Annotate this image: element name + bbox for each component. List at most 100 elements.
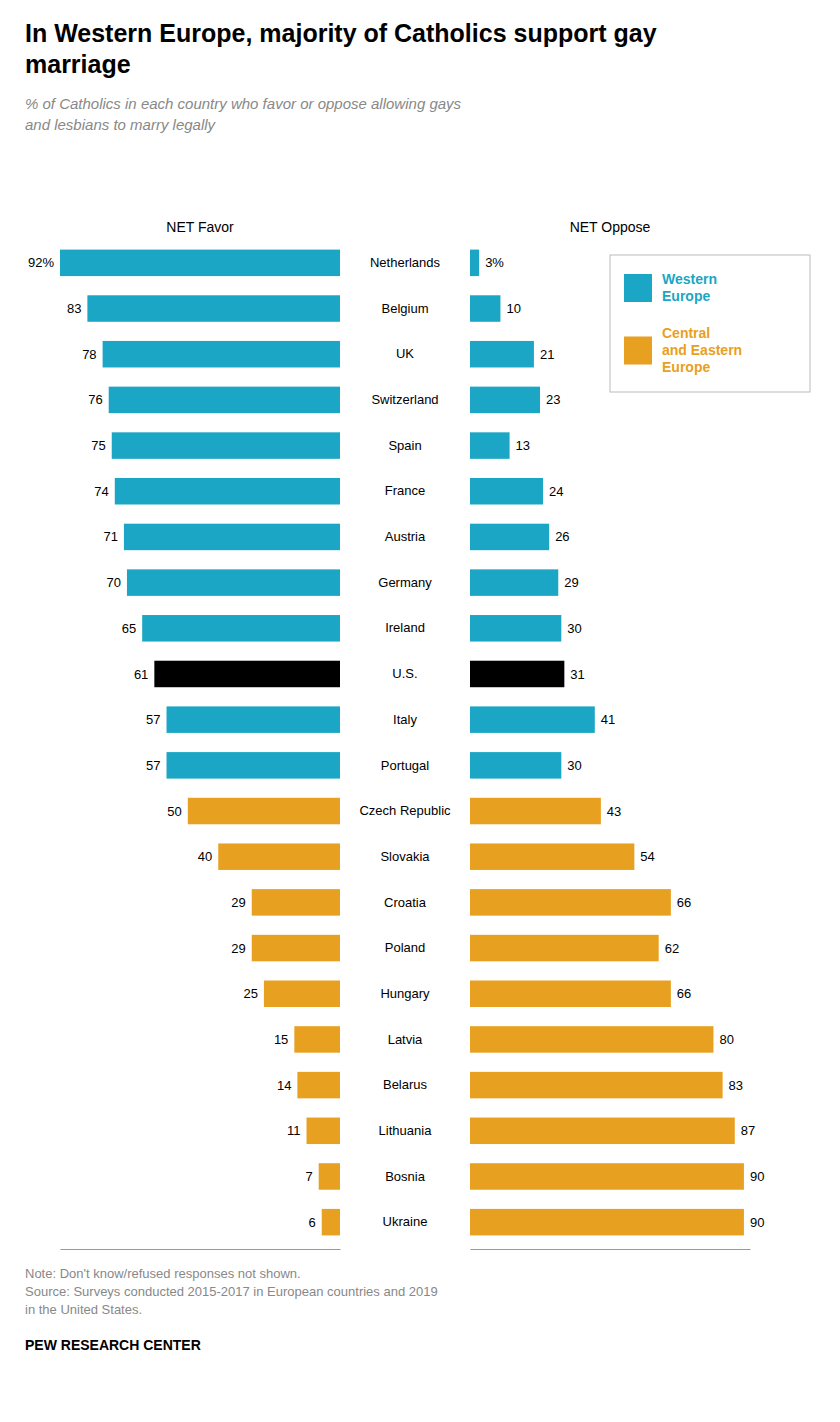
data-label: 90 — [750, 1215, 764, 1230]
column-header: NET Favor — [166, 219, 234, 235]
data-label: 54 — [640, 849, 654, 864]
footer: PEW RESEARCH CENTER — [25, 1337, 201, 1353]
tick: Spain — [388, 438, 421, 453]
data-label: 70 — [106, 575, 120, 590]
bar — [470, 387, 540, 413]
data-label: 7 — [305, 1169, 312, 1184]
tick-label: Switzerland — [371, 392, 438, 407]
legend-swatch — [624, 274, 652, 302]
data-label: 87 — [741, 1123, 755, 1138]
bar — [297, 1072, 340, 1098]
data-label: 29 — [231, 941, 245, 956]
bar — [470, 569, 558, 595]
bar — [470, 889, 671, 915]
tick: Czech Republic — [359, 803, 451, 818]
data-label: 74 — [94, 484, 108, 499]
bar — [167, 752, 340, 778]
data-label: 29 — [231, 895, 245, 910]
data-label: 10 — [506, 301, 520, 316]
data-label: 26 — [555, 529, 569, 544]
bar — [470, 1026, 713, 1052]
bar — [252, 935, 340, 961]
data-label: 90 — [750, 1169, 764, 1184]
bars — [60, 250, 340, 1236]
data-label: 6 — [309, 1215, 316, 1230]
legend-label: WesternEurope — [662, 271, 717, 304]
tick: Lithuania — [379, 1123, 433, 1138]
data-label: 76 — [88, 392, 102, 407]
subtitle: % of Catholics in each country who favor… — [25, 95, 462, 133]
bar — [470, 981, 671, 1007]
data-label: 57 — [146, 758, 160, 773]
tick-label: France — [385, 483, 425, 498]
bar — [124, 524, 340, 550]
note: Note: Don't know/refused responses not s… — [25, 1266, 438, 1317]
data-label: 83 — [67, 301, 81, 316]
bar — [218, 843, 340, 869]
data-label: 3% — [485, 255, 504, 270]
bar — [470, 843, 634, 869]
tick: Bosnia — [385, 1169, 426, 1184]
bar — [109, 387, 340, 413]
data-label: 75 — [91, 438, 105, 453]
bar — [319, 1163, 340, 1189]
data-label: 30 — [567, 621, 581, 636]
text-line: Europe — [662, 359, 710, 375]
data-label: 92% — [28, 255, 54, 270]
bar — [264, 981, 340, 1007]
tick-label: Bosnia — [385, 1169, 426, 1184]
tick: UK — [396, 346, 414, 361]
bar — [322, 1209, 340, 1235]
tick-label: Hungary — [380, 986, 430, 1001]
data-label: 61 — [134, 667, 148, 682]
data-label: 43 — [607, 804, 621, 819]
data-label: 23 — [546, 392, 560, 407]
tick-label: Belgium — [382, 301, 429, 316]
tick-label: Croatia — [384, 895, 427, 910]
tick-label: Belarus — [383, 1077, 428, 1092]
chart: In Western Europe, majority of Catholics… — [0, 0, 840, 1422]
legend-label: Centraland EasternEurope — [662, 325, 742, 375]
data-label: 30 — [567, 758, 581, 773]
tick-label: U.S. — [392, 666, 417, 681]
data-label: 24 — [549, 484, 563, 499]
bar — [115, 478, 340, 504]
tick: Netherlands — [370, 255, 441, 270]
tick: Belgium — [382, 301, 429, 316]
bar — [470, 250, 479, 276]
tick: France — [385, 483, 425, 498]
tick-label: Germany — [378, 575, 432, 590]
bar — [167, 706, 340, 732]
bar — [470, 1209, 744, 1235]
data-label: 11 — [287, 1123, 301, 1138]
bar — [470, 432, 510, 458]
bar — [470, 706, 595, 732]
bar — [142, 615, 340, 641]
bars — [470, 250, 744, 1236]
tick-label: Lithuania — [379, 1123, 433, 1138]
tick: Germany — [378, 575, 432, 590]
tick-label: Ireland — [385, 620, 425, 635]
data-label: 31 — [570, 667, 584, 682]
tick: Switzerland — [371, 392, 438, 407]
text-line: in the United States. — [25, 1302, 142, 1317]
bar — [112, 432, 340, 458]
tick: Hungary — [380, 986, 430, 1001]
bar — [87, 295, 340, 321]
x-axis — [471, 1249, 751, 1250]
legend-swatch — [624, 337, 652, 365]
bar — [103, 341, 340, 367]
bar — [470, 752, 561, 778]
title: In Western Europe, majority of Catholics… — [25, 19, 657, 78]
axis-line — [471, 1249, 751, 1250]
tick-label: UK — [396, 346, 414, 361]
legend: WesternEurope Centraland EasternEurope — [610, 255, 810, 392]
tick-label: Austria — [385, 529, 426, 544]
data-label: 50 — [167, 804, 181, 819]
bar — [307, 1118, 340, 1144]
tick-label: Italy — [393, 712, 417, 727]
tick: Croatia — [384, 895, 427, 910]
data-label: 41 — [601, 712, 615, 727]
data-label: 65 — [122, 621, 136, 636]
data-label: 29 — [564, 575, 578, 590]
